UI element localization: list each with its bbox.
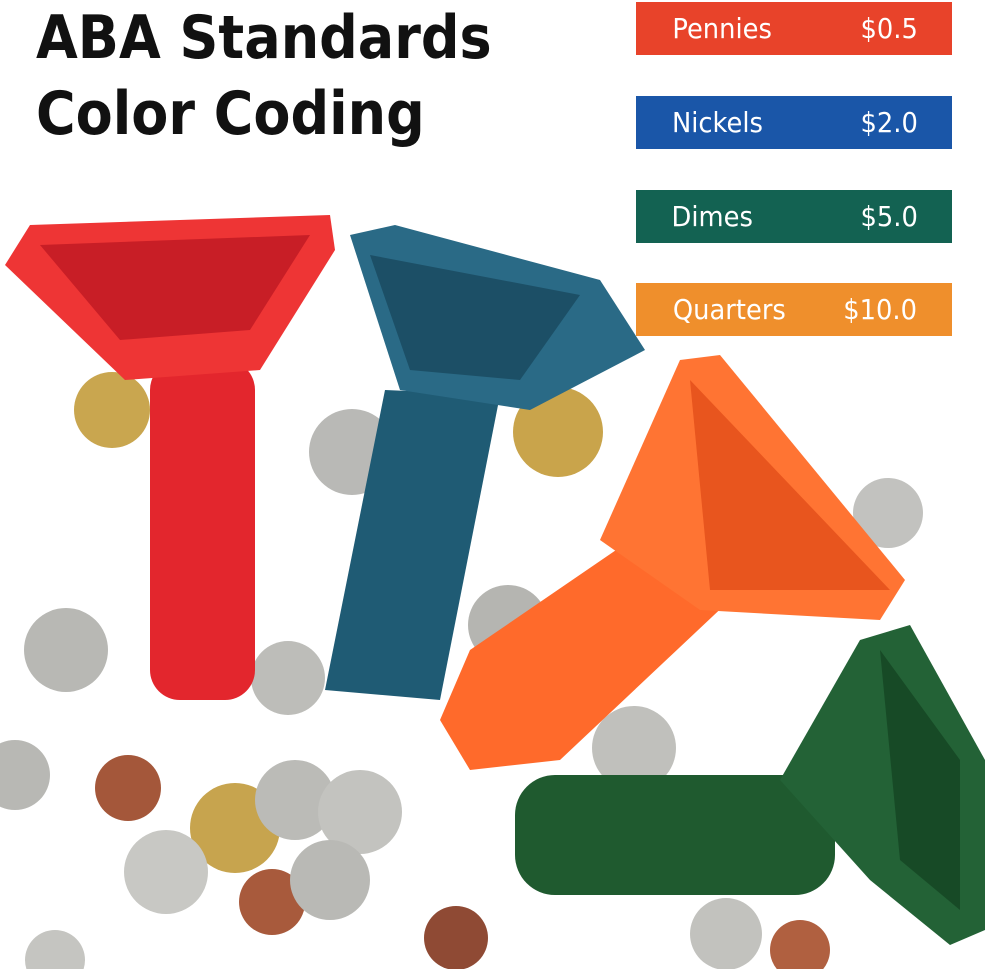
legend-coin-label: Nickels: [671, 106, 763, 139]
legend-pennies: Pennies $0.5: [636, 2, 952, 55]
legend-nickels: Nickels $2.0: [636, 96, 952, 149]
legend-quarters: Quarters $10.0: [636, 283, 952, 336]
green-funnel: [515, 625, 985, 945]
page-title: ABA Standards Color Coding: [36, 0, 492, 152]
legend-dimes: Dimes $5.0: [636, 190, 952, 243]
legend-coin-value: $0.5: [860, 12, 918, 45]
blue-funnel: [325, 225, 645, 700]
red-funnel: [5, 215, 335, 700]
orange-funnel: [440, 355, 905, 770]
legend-coin-label: Pennies: [672, 12, 772, 45]
legend-coin-label: Dimes: [671, 200, 753, 233]
title-line-1: ABA Standards: [36, 3, 492, 73]
legend-coin-value: $10.0: [843, 293, 917, 326]
legend-coin-value: $2.0: [860, 106, 918, 139]
title-line-2: Color Coding: [36, 79, 425, 149]
legend-coin-value: $5.0: [860, 200, 918, 233]
legend-coin-label: Quarters: [672, 293, 786, 326]
